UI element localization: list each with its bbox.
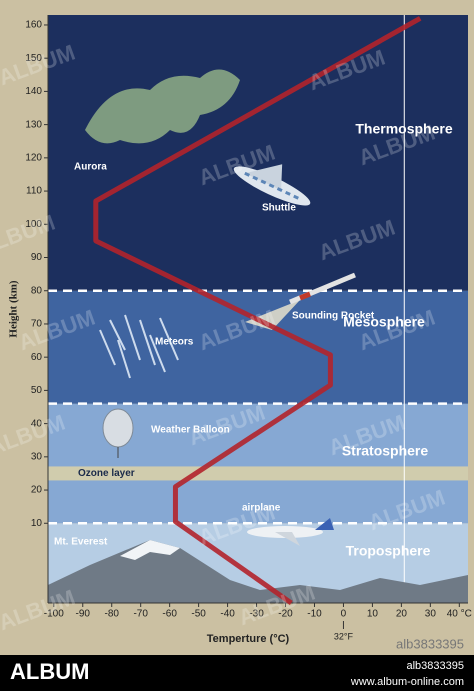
layer-band (48, 15, 468, 291)
footer-bar (0, 655, 474, 691)
annotation: Shuttle (262, 203, 296, 214)
y-tick-label: 110 (26, 186, 42, 197)
y-tick-label: 160 (25, 20, 42, 31)
x-tick-label: 10 (367, 609, 379, 620)
y-tick-label: 60 (31, 352, 43, 363)
y-tick-label: 100 (25, 219, 42, 230)
y-tick-label: 140 (25, 86, 42, 97)
image-id: alb3833395 (396, 636, 464, 651)
x-tick-label: -20 (278, 609, 293, 620)
layer-name: Stratosphere (342, 443, 429, 459)
annotation: Aurora (74, 162, 107, 173)
fahrenheit-label: 32°F (334, 631, 354, 641)
x-tick-label: -10 (307, 609, 322, 620)
x-tick-label: -70 (133, 609, 148, 620)
y-tick-label: 50 (31, 385, 43, 396)
annotation: Meteors (155, 337, 194, 348)
x-tick-label: -80 (104, 609, 119, 620)
y-tick-label: 90 (31, 252, 43, 263)
x-tick-label: -100 (44, 609, 64, 620)
y-tick-label: 120 (25, 152, 42, 163)
temperature-line (93, 16, 422, 606)
y-tick-label: 130 (25, 119, 42, 130)
plot-area (48, 15, 468, 603)
y-tick-label: 80 (31, 285, 43, 296)
x-tick-label: -90 (76, 609, 91, 620)
y-tick-label: 10 (31, 518, 43, 529)
y-tick-label: 20 (31, 485, 43, 496)
x-tick-label: 40 °C (447, 609, 472, 620)
mountains (48, 540, 468, 603)
y-axis-title: Height (km) (8, 280, 20, 337)
footer-brand: ALBUM (10, 659, 89, 684)
layer-band (48, 290, 468, 404)
illustrations (48, 69, 468, 603)
ozone-label: Ozone layer (78, 468, 135, 479)
annotation: Sounding Rocket (292, 311, 375, 322)
x-tick-label: 0 (341, 609, 347, 620)
annotation: airplane (242, 503, 281, 514)
x-tick-label: -60 (162, 609, 177, 620)
shuttle (233, 164, 311, 206)
y-tick-label: 150 (25, 53, 42, 64)
x-axis-title: Temperture (°C) (207, 633, 290, 645)
footer-id: alb3833395 (406, 660, 464, 672)
annotation: Weather Balloon (151, 425, 230, 436)
weather-balloon (102, 408, 134, 458)
x-tick-label: 20 (396, 609, 408, 620)
annotation: Mt. Everest (54, 537, 108, 548)
x-tick-label: -50 (191, 609, 206, 620)
meteors (99, 314, 179, 379)
aurora (85, 69, 240, 144)
x-tick-label: 30 (425, 609, 437, 620)
y-tick-label: 30 (31, 451, 43, 462)
layer-name: Troposphere (346, 543, 431, 559)
x-tick-label: -30 (249, 609, 264, 620)
snow (120, 540, 180, 560)
ozone-band (48, 466, 468, 481)
y-tick-label: 40 (31, 418, 43, 429)
x-tick-label: -40 (220, 609, 235, 620)
airplane (247, 518, 334, 546)
y-tick-label: 70 (31, 319, 43, 330)
labels: Aurora Shuttle Meteors Sounding Rocket W… (54, 162, 375, 548)
footer-url: www.album-online.com (350, 676, 464, 688)
